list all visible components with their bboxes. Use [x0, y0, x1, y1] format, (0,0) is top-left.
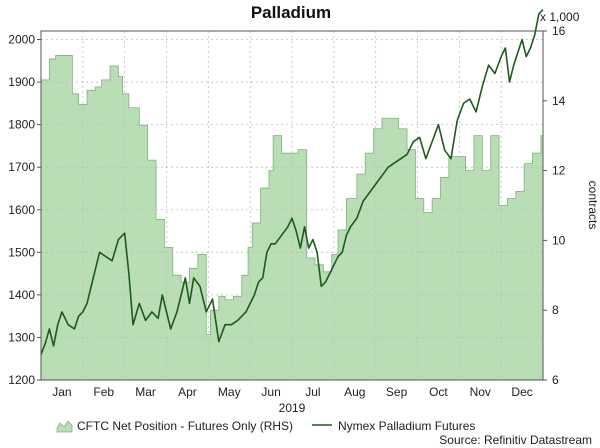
source-note: Source: Refinitiv Datastream [439, 433, 592, 447]
x-tick-label: Mar [135, 385, 156, 399]
x-tick-label: Aug [344, 385, 365, 399]
x-tick-label: Jun [261, 385, 280, 399]
x-axis-label: 2019 [279, 401, 306, 415]
left-tick-label: 1700 [8, 160, 35, 174]
left-tick-label: 1400 [8, 288, 35, 302]
x-tick-label: Apr [178, 385, 197, 399]
left-tick-label: 1200 [8, 373, 35, 387]
right-axis: 6 8 10 12 14 16 [543, 24, 566, 387]
x-tick-label: Sep [386, 385, 408, 399]
x-tick-label: Jul [305, 385, 320, 399]
left-tick-label: 1300 [8, 330, 35, 344]
x-tick-label: Jan [52, 385, 71, 399]
right-tick-label: 10 [552, 233, 566, 247]
legend-area-swatch [56, 420, 73, 433]
plot-border [40, 30, 544, 381]
right-tick-label: 16 [552, 24, 566, 38]
legend-label-cftc: CFTC Net Position - Futures Only (RHS) [77, 419, 293, 433]
x-axis: Jan Feb Mar Apr May Jun Jul Aug Sep Oct Nov Dec [52, 385, 533, 399]
right-tick-label: 14 [552, 94, 566, 108]
x-tick-label: May [218, 385, 241, 399]
legend-label-nymex: Nymex Palladium Futures [338, 419, 475, 433]
x-tick-label: Nov [470, 385, 491, 399]
right-tick-label: 8 [552, 303, 559, 317]
left-tick-label: 1800 [8, 118, 35, 132]
right-tick-label: 6 [552, 373, 559, 387]
left-tick-label: 1500 [8, 245, 35, 259]
legend: CFTC Net Position - Futures Only (RHS) N… [56, 419, 475, 433]
left-tick-label: 1900 [8, 75, 35, 89]
left-tick-label: 2000 [8, 33, 35, 47]
x-tick-label: Feb [93, 385, 114, 399]
right-tick-label: 12 [552, 164, 566, 178]
palladium-futures-line-layer [40, 9, 544, 355]
palladium-futures-line [40, 9, 544, 355]
x-tick-label: Oct [429, 385, 448, 399]
right-axis-multiplier: x 1,000 [540, 10, 580, 24]
chart-title: Palladium [251, 3, 331, 22]
left-axis: 1200 1300 1400 1500 1600 1700 1800 1900 2000 [8, 33, 41, 387]
x-tick-label: Dec [511, 385, 532, 399]
left-tick-label: 1600 [8, 203, 35, 217]
right-axis-label: contracts [586, 181, 600, 230]
